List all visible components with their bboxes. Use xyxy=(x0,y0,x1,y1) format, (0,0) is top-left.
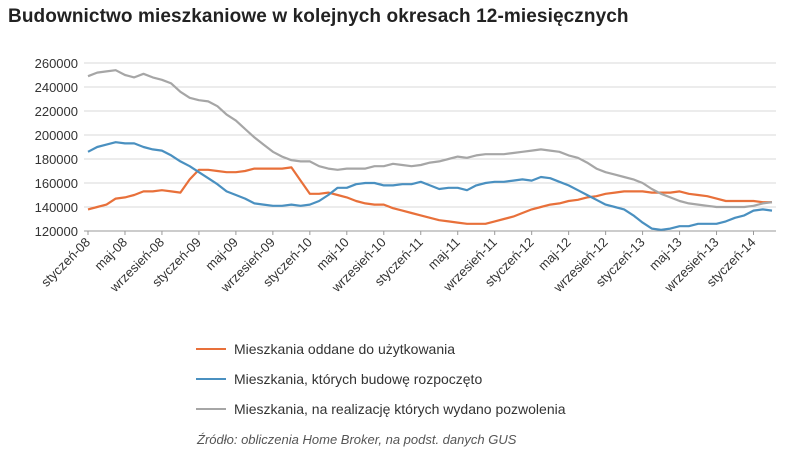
y-tick-label: 180000 xyxy=(35,152,78,167)
series-lines xyxy=(87,69,773,231)
y-tick-label: 120000 xyxy=(35,224,78,239)
y-tick-label: 240000 xyxy=(35,80,78,95)
legend-item-permits: Mieszkania, na realizację których wydano… xyxy=(196,395,566,423)
x-tick-label: styczeń-08 xyxy=(38,235,93,290)
legend-item-started: Mieszkania, których budowę rozpoczęto xyxy=(196,365,566,393)
series-line-0 xyxy=(87,166,772,225)
legend-swatch-completed xyxy=(196,348,226,350)
x-axis-ticks: styczeń-08maj-08wrzesień-08styczeń-09maj… xyxy=(38,231,759,295)
y-tick-label: 260000 xyxy=(35,56,78,71)
legend-swatch-permits xyxy=(196,408,226,410)
source-note: Źródło: obliczenia Home Broker, na podst… xyxy=(197,432,517,447)
legend-label-completed: Mieszkania oddane do użytkowania xyxy=(234,341,456,357)
chart-title: Budownictwo mieszkaniowe w kolejnych okr… xyxy=(8,6,629,27)
y-tick-label: 160000 xyxy=(35,176,78,191)
grid-lines xyxy=(84,62,776,232)
legend-item-completed: Mieszkania oddane do użytkowania xyxy=(196,335,566,363)
line-chart: 260000 240000 220000 200000 180000 160000 1400… xyxy=(35,56,776,295)
series-line-2 xyxy=(87,69,773,209)
y-axis-ticks: 260000 240000 220000 200000 180000 160000 1400… xyxy=(35,56,78,239)
legend-swatch-started xyxy=(196,378,226,380)
series-line-1 xyxy=(87,141,773,231)
legend: Mieszkania oddane do użytkowania Mieszka… xyxy=(196,335,566,425)
y-tick-label: 220000 xyxy=(35,104,78,119)
legend-label-started: Mieszkania, których budowę rozpoczęto xyxy=(234,371,483,387)
legend-label-permits: Mieszkania, na realizację których wydano… xyxy=(234,401,566,417)
y-tick-label: 140000 xyxy=(35,200,78,215)
y-tick-label: 200000 xyxy=(35,128,78,143)
